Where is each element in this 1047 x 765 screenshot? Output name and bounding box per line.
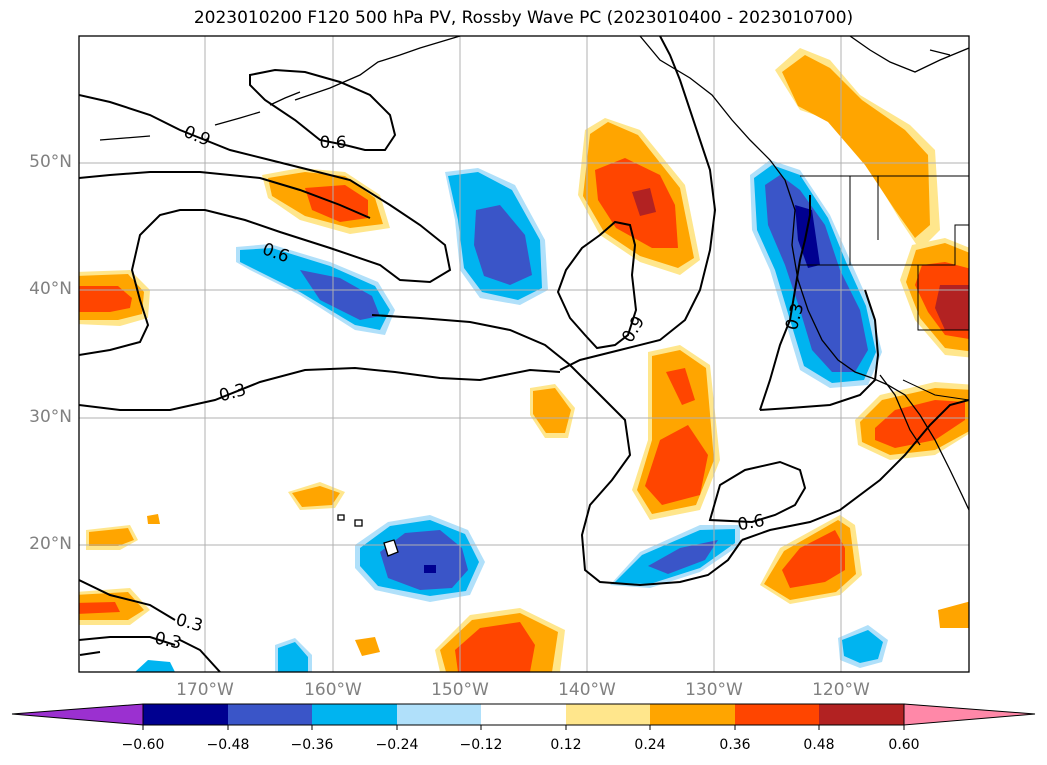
positive-anomaly-138w <box>578 118 700 275</box>
positive-anomaly-east <box>900 238 969 358</box>
negative-anomaly-134w <box>610 525 740 588</box>
colorbar-tick-label: 0.12 <box>550 737 582 753</box>
pv-contours <box>79 36 969 672</box>
positive-anomaly-small-4-max <box>79 602 120 614</box>
lon-label-120w: 120°W <box>812 680 870 700</box>
borders <box>800 175 969 401</box>
contour-label: 0.6 <box>319 133 346 153</box>
positive-anomaly-small-1-core <box>89 528 134 546</box>
colorbar-tick-label: −0.48 <box>206 737 250 753</box>
colorbar-bin <box>143 704 228 725</box>
coastlines <box>99 36 969 511</box>
colorbar-tick-marks <box>142 725 905 730</box>
colorbar-tick-label: −0.60 <box>121 737 165 753</box>
colorbar-extend-high <box>903 703 1036 726</box>
lat-label-40n: 40°N <box>29 279 72 299</box>
colorbar <box>11 703 1036 730</box>
lon-label-170w: 170°W <box>176 680 234 700</box>
lat-label-50n: 50°N <box>29 152 72 172</box>
positive-anomaly-141w <box>530 384 575 438</box>
positive-anomaly-small-2-core <box>292 486 340 507</box>
colorbar-bin <box>819 704 904 725</box>
negative-anomaly-west-coast <box>750 160 882 388</box>
positive-anomaly-133w <box>632 345 720 520</box>
anomaly-shading <box>79 48 969 672</box>
islands <box>337 514 399 557</box>
positive-anomaly-small-5 <box>938 601 969 628</box>
positive-anomaly-small-6 <box>147 514 160 524</box>
lat-label-30n: 30°N <box>29 407 72 427</box>
colorbar-bin <box>566 704 650 725</box>
colorbar-tick-label: −0.36 <box>290 737 334 753</box>
lon-label-150w: 150°W <box>431 680 489 700</box>
positive-anomaly-146w <box>435 608 565 672</box>
negative-anomaly-162w <box>275 638 312 672</box>
colorbar-tick-label: 0.60 <box>888 737 920 753</box>
positive-anomaly-west <box>79 270 150 326</box>
gridlines <box>79 36 969 672</box>
positive-anomaly-baja <box>855 382 969 460</box>
colorbar-tick-label: −0.12 <box>459 737 503 753</box>
map-title: 2023010200 F120 500 hPa PV, Rossby Wave … <box>193 8 854 28</box>
colorbar-tick-label: 0.24 <box>634 737 666 753</box>
colorbar-extend-low <box>11 703 144 726</box>
map-area <box>79 36 969 672</box>
positive-anomaly-small-3 <box>355 637 380 656</box>
contour-label: 0.6 <box>736 511 766 535</box>
lon-label-160w: 160°W <box>304 680 362 700</box>
colorbar-bin <box>397 704 481 725</box>
lon-label-130w: 130°W <box>685 680 743 700</box>
colorbar-outline <box>142 703 905 726</box>
lon-label-140w: 140°W <box>558 680 616 700</box>
colorbar-bin <box>312 704 397 725</box>
colorbar-bin <box>481 704 566 725</box>
negative-anomaly-150w <box>445 168 548 305</box>
colorbar-tick-label: 0.36 <box>719 737 751 753</box>
lat-label-20n: 20°N <box>29 534 72 554</box>
colorbar-tick-label: −0.24 <box>375 737 419 753</box>
negative-anomaly-120w <box>838 625 888 668</box>
negative-anomaly-small-1 <box>135 660 175 672</box>
colorbar-tick-label: 0.48 <box>803 737 835 753</box>
colorbar-bin <box>228 704 312 725</box>
colorbar-bin <box>735 704 819 725</box>
map-frame <box>78 35 970 673</box>
colorbar-bin <box>650 704 735 725</box>
positive-anomaly-alaska <box>775 48 940 250</box>
